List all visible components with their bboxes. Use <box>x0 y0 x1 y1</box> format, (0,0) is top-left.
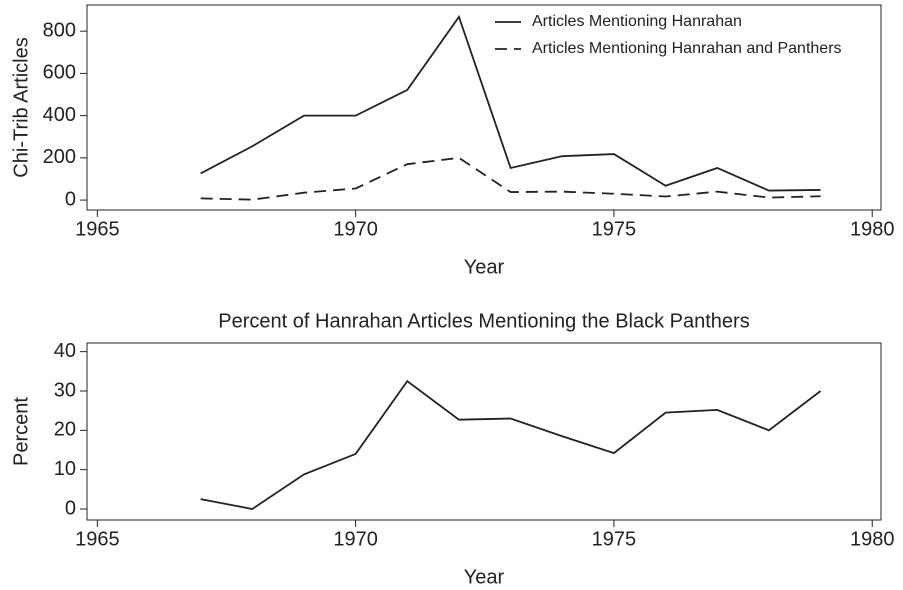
series-line <box>200 14 821 192</box>
x-tick-label: 1970 <box>333 528 378 550</box>
y-axis-label: Percent <box>10 397 32 466</box>
y-tick-label: 400 <box>43 104 76 126</box>
chart-title: Percent of Hanrahan Articles Mentioning … <box>218 310 749 332</box>
legend-label: Articles Mentioning Hanrahan <box>532 13 742 30</box>
plot-frame <box>86 4 882 211</box>
x-tick-label: 1980 <box>850 218 895 240</box>
x-tick-label: 1975 <box>592 218 637 240</box>
y-tick-label: 40 <box>54 340 76 362</box>
x-tick-label: 1965 <box>75 218 120 240</box>
y-axis-label: Chi-Trib Articles <box>10 37 32 177</box>
legend-label: Articles Mentioning Hanrahan and Panther… <box>532 40 842 57</box>
x-axis-label: Year <box>464 566 505 588</box>
y-tick-label: 200 <box>43 146 76 168</box>
y-tick-label: 10 <box>54 458 76 480</box>
x-tick-label: 1975 <box>592 528 637 550</box>
y-tick-label: 600 <box>43 62 76 84</box>
x-tick-label: 1980 <box>850 528 895 550</box>
x-axis-label: Year <box>464 256 505 278</box>
y-tick-label: 800 <box>43 19 76 41</box>
y-tick-label: 0 <box>65 188 76 210</box>
x-tick-label: 1965 <box>75 528 120 550</box>
series-line <box>200 156 821 201</box>
y-tick-label: 0 <box>65 497 76 519</box>
y-tick-label: 20 <box>54 419 76 441</box>
x-tick-label: 1970 <box>333 218 378 240</box>
y-tick-label: 30 <box>54 379 76 401</box>
plot-frame <box>86 342 882 521</box>
series-line <box>200 379 822 510</box>
